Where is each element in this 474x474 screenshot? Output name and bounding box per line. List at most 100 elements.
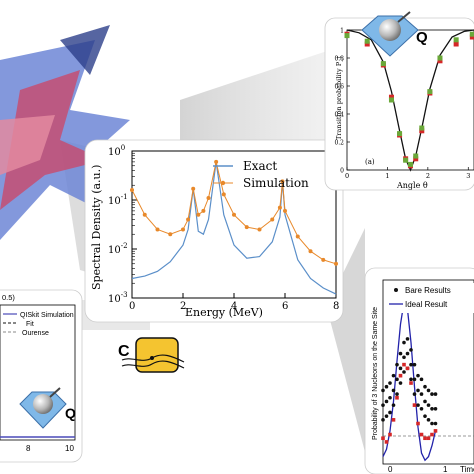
- legend-qiskit-label: QISkit Simulation: [20, 312, 74, 319]
- x-tick-label: 2: [180, 301, 186, 312]
- red-result-point: [384, 440, 389, 444]
- bare-result-point: [423, 414, 427, 418]
- series-exact-line: [131, 161, 337, 295]
- y-tick-label: 1: [340, 28, 344, 35]
- nucleon-plot-frame: [382, 279, 474, 465]
- bare-result-point: [384, 384, 389, 389]
- nucleon-y-axis-label: Probability of 3 Nucleons on the Same Si…: [372, 307, 379, 440]
- simulation-point: [206, 195, 211, 200]
- red-result-point: [433, 429, 438, 433]
- bare-result-point: [426, 388, 431, 393]
- bare-result-point: [405, 337, 410, 341]
- logo-c-letter: C: [118, 343, 130, 360]
- y-tick-exponent: -3: [121, 291, 128, 299]
- logo-q-letter: Q: [65, 405, 76, 421]
- x-tick-label: 3: [466, 172, 470, 180]
- qiskit-x-tick-10: 10: [65, 444, 74, 453]
- y-tick-label: 0: [340, 168, 344, 175]
- transition-x-axis-label: Angle θ: [396, 181, 428, 190]
- red-data-point: [364, 41, 370, 47]
- simulation-point: [334, 261, 338, 266]
- legend-fit-label: Fit: [26, 321, 34, 328]
- red-result-point: [412, 403, 417, 407]
- bare-result-point: [426, 418, 431, 422]
- red-result-point: [381, 436, 385, 441]
- x-tick-label: 0: [129, 301, 135, 312]
- simulation-point: [130, 187, 134, 192]
- simulation-point: [142, 212, 147, 217]
- red-data-point: [413, 156, 419, 162]
- nucleon-legend: Bare Results Ideal Result: [386, 283, 474, 313]
- transition-panel-label: (a): [365, 158, 375, 166]
- simulation-point: [221, 192, 226, 197]
- bare-result-point: [430, 407, 434, 411]
- bare-result-point: [395, 392, 399, 396]
- simulation-point: [283, 208, 287, 213]
- red-result-point: [398, 373, 403, 378]
- bare-result-point: [384, 414, 389, 418]
- green-data-point: [407, 161, 413, 167]
- simulation-point: [214, 159, 219, 164]
- bare-result-point: [409, 362, 413, 367]
- simulation-point: [244, 225, 249, 230]
- spectral-legend: Exact Simulation: [213, 159, 309, 190]
- bare-result-point: [412, 377, 417, 382]
- simulation-point: [196, 212, 201, 217]
- bare-result-point: [430, 392, 434, 396]
- simulation-point: [280, 179, 285, 184]
- bare-result-point: [412, 362, 417, 367]
- simulation-point: [270, 217, 275, 222]
- simulation-point: [186, 217, 191, 222]
- transition-fit-curve: [346, 29, 474, 172]
- bare-result-point: [398, 351, 403, 356]
- sphere-diamond-q-logo-bottom: Q: [19, 387, 76, 429]
- red-data-point: [419, 128, 425, 134]
- qiskit-x-tick-8: 8: [26, 444, 31, 453]
- red-result-point: [416, 421, 420, 426]
- legend-ourense-label: Ourense: [22, 330, 49, 337]
- red-result-point: [395, 395, 399, 400]
- bare-result-point: [381, 388, 385, 393]
- green-data-point: [427, 89, 433, 95]
- bare-result-point: [395, 362, 399, 367]
- nucleon-ideal-line: [382, 299, 437, 462]
- spectral-y-axis-label: Spectral Density (a.u.): [90, 165, 103, 290]
- bare-result-point: [388, 395, 392, 400]
- sphere-icon: [379, 19, 401, 41]
- simulation-point: [232, 212, 236, 217]
- bare-result-point: [433, 407, 438, 411]
- red-result-point: [405, 366, 410, 371]
- y-tick-exponent: -1: [121, 193, 128, 201]
- y-tick-label: 0.2: [334, 140, 344, 147]
- simulation-point: [308, 249, 313, 254]
- bare-result-point: [381, 418, 385, 422]
- simulation-point: [257, 227, 262, 232]
- green-data-point: [364, 38, 370, 44]
- bare-result-point: [416, 388, 420, 393]
- simulation-point: [155, 227, 160, 232]
- legend-ideal-label: Ideal Result: [405, 300, 448, 309]
- legend-bare-label: Bare Results: [405, 286, 451, 295]
- red-data-point: [437, 58, 443, 64]
- nucleon-chart-panel: Bare Results Ideal Result 0 1 Time Proba…: [364, 267, 474, 474]
- simulation-point: [191, 186, 196, 191]
- legend-exact-label: Exact: [243, 159, 277, 173]
- sphere-diamond-q-logo-top: Q: [361, 11, 428, 57]
- bare-result-point: [395, 377, 399, 382]
- bare-result-point: [398, 381, 403, 385]
- legend-simulation-marker: [220, 180, 226, 186]
- green-data-point: [380, 61, 386, 67]
- bare-result-point: [423, 399, 427, 404]
- y-tick-label: 0.6: [334, 84, 344, 91]
- simulation-point: [321, 257, 326, 262]
- qiskit-chart-panel: 0.5) QISkit Simulation Fit Ourense 8 10: [0, 289, 83, 463]
- red-result-point: [391, 418, 396, 422]
- green-data-point: [469, 31, 474, 37]
- bare-result-point: [412, 392, 417, 396]
- spectral-chart-card: [84, 139, 344, 323]
- logo-q-letter: Q: [416, 29, 428, 46]
- red-data-point: [388, 94, 394, 100]
- nucleon-x-tick-1: 1: [443, 465, 448, 474]
- nucleon-chart-card: [364, 267, 474, 474]
- bare-result-point: [433, 392, 438, 396]
